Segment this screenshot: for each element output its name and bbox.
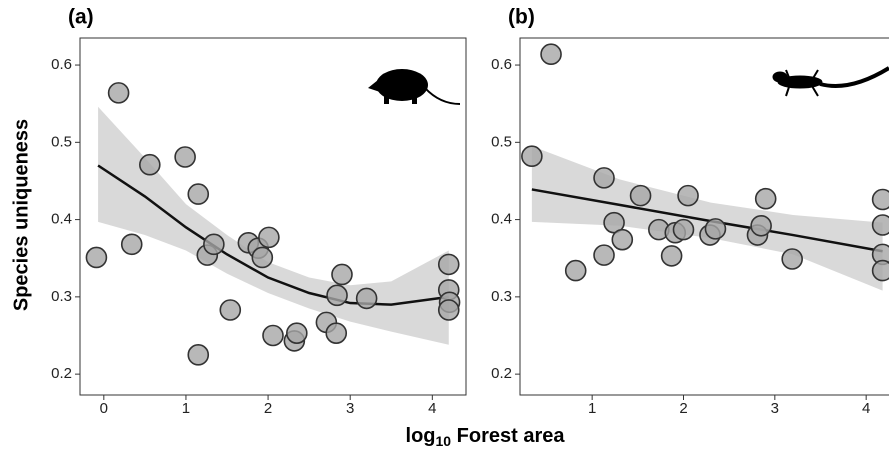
point — [120, 233, 143, 256]
point — [781, 248, 803, 270]
point — [326, 284, 348, 307]
y-tick-label: 0.3 — [491, 288, 512, 305]
point — [437, 253, 460, 276]
plot-area — [521, 43, 889, 291]
x-tick-label: 3 — [346, 400, 354, 417]
x-label-suffix: Forest area — [451, 425, 565, 447]
y-tick-label: 0.5 — [51, 133, 72, 150]
point — [325, 322, 348, 344]
opossum-icon — [368, 69, 461, 105]
y-tick-label: 0.4 — [491, 211, 512, 228]
plot-border — [79, 37, 467, 396]
fit-line — [97, 164, 449, 306]
point — [611, 228, 634, 251]
point — [286, 322, 308, 344]
plot-border — [519, 37, 889, 396]
y-tick-label: 0.6 — [51, 56, 72, 73]
x-tick-label: 2 — [679, 400, 687, 417]
confidence-band — [98, 106, 449, 345]
y-tick-label: 0.5 — [491, 133, 512, 150]
point — [593, 244, 615, 266]
point — [704, 218, 727, 240]
point — [251, 246, 274, 269]
y-tick-label: 0.4 — [51, 211, 72, 228]
point — [203, 233, 225, 256]
point — [219, 299, 242, 321]
point — [437, 299, 460, 321]
x-tick-label: 0 — [100, 400, 108, 417]
x-tick-label: 2 — [264, 400, 272, 417]
point — [331, 263, 353, 286]
point — [258, 226, 280, 249]
point — [672, 218, 695, 241]
panel-title: (b) — [508, 6, 535, 29]
x-tick-label: 1 — [588, 400, 596, 417]
panel-title: (a) — [68, 6, 94, 29]
x-axis-label: log10 Forest area — [406, 425, 566, 448]
point — [85, 246, 108, 269]
point — [355, 287, 378, 310]
point — [262, 324, 284, 347]
point — [187, 344, 210, 366]
point — [754, 187, 777, 210]
point — [871, 214, 889, 236]
point — [871, 259, 889, 282]
lizard-icon — [772, 66, 889, 97]
point — [750, 214, 772, 237]
point — [871, 188, 889, 211]
y-tick-label: 0.2 — [51, 365, 72, 382]
point — [139, 153, 161, 176]
x-tick-label: 3 — [771, 400, 779, 417]
point — [629, 184, 652, 207]
point — [521, 145, 543, 168]
point — [187, 183, 210, 205]
x-label-subscript: 10 — [436, 433, 452, 449]
x-tick-label: 1 — [182, 400, 190, 417]
point — [660, 245, 683, 267]
x-tick-label: 4 — [428, 400, 436, 417]
y-tick-label: 0.3 — [51, 288, 72, 305]
y-axis-label: Species uniqueness — [10, 119, 32, 311]
point — [677, 184, 699, 207]
y-tick-label: 0.6 — [491, 56, 512, 73]
plot-area — [85, 82, 461, 366]
point — [174, 146, 196, 168]
point — [107, 82, 130, 104]
point — [564, 259, 587, 282]
point — [593, 167, 615, 189]
point — [540, 43, 562, 66]
x-label-base: log — [406, 425, 436, 447]
x-tick-label: 4 — [862, 400, 870, 417]
y-tick-label: 0.2 — [491, 365, 512, 382]
